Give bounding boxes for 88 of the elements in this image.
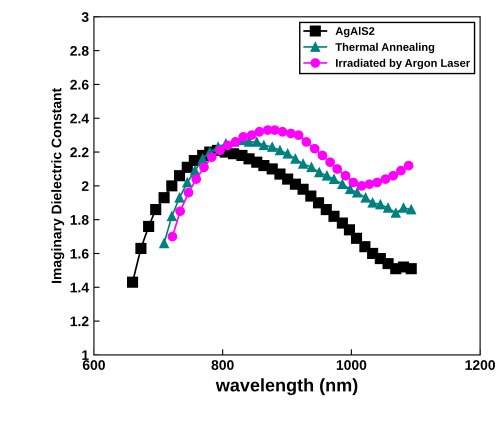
point — [396, 166, 406, 176]
point — [126, 276, 138, 288]
y-tick-label: 2.4 — [70, 114, 89, 124]
point — [338, 179, 348, 190]
point — [314, 167, 324, 178]
x-tick-label: 1000 — [336, 360, 366, 370]
point — [390, 208, 401, 218]
point — [215, 146, 225, 156]
point — [350, 232, 362, 244]
y-tick-label: 3 — [82, 12, 89, 22]
point — [286, 128, 296, 138]
point — [368, 198, 378, 208]
x-tick-label: 600 — [82, 360, 105, 370]
point — [406, 204, 416, 214]
point — [298, 159, 308, 169]
point — [332, 164, 342, 174]
point — [404, 160, 414, 170]
point — [252, 137, 262, 147]
point — [175, 206, 186, 216]
point — [318, 150, 328, 160]
point — [258, 140, 269, 150]
point — [320, 204, 332, 216]
point — [398, 202, 408, 213]
point — [325, 157, 335, 168]
point — [158, 192, 170, 204]
y-tick-label: 2 — [82, 181, 89, 191]
point — [348, 178, 358, 188]
point — [406, 263, 417, 274]
legend-label: AgAlS2 — [336, 26, 374, 38]
point — [329, 174, 339, 184]
y-tick-label: 2.8 — [70, 46, 89, 56]
y-tick-label: 1.6 — [70, 248, 89, 259]
point — [375, 200, 386, 210]
point — [282, 148, 293, 159]
point — [166, 211, 177, 222]
point — [388, 170, 398, 181]
point — [310, 144, 320, 154]
point — [345, 184, 355, 194]
point — [238, 132, 248, 142]
point — [206, 152, 217, 162]
point — [199, 162, 209, 172]
point — [356, 181, 367, 191]
point — [135, 242, 146, 254]
point — [191, 174, 202, 184]
point — [352, 188, 362, 198]
point — [278, 126, 288, 137]
point — [322, 170, 332, 181]
point — [294, 130, 304, 140]
y-tick-label: 2.6 — [70, 80, 89, 90]
point — [290, 154, 300, 164]
y-tick-label: 1 — [82, 350, 89, 360]
point — [383, 202, 393, 213]
point — [301, 137, 312, 147]
y-tick-label: 1.2 — [70, 316, 89, 326]
point — [298, 184, 309, 195]
point — [372, 178, 382, 188]
point — [143, 220, 154, 232]
y-tick-label: 1.4 — [70, 282, 89, 292]
point — [344, 224, 356, 236]
point — [340, 170, 350, 181]
x-axis-title: wavelength (nm) — [216, 378, 358, 396]
point — [150, 204, 162, 216]
legend-label: Thermal Annealing — [335, 42, 434, 54]
point — [275, 146, 285, 156]
point — [184, 188, 194, 198]
point — [270, 125, 280, 135]
y-axis-title: Imaginary Dielectric Constant — [51, 88, 64, 283]
point — [182, 178, 192, 188]
point — [306, 162, 316, 172]
point — [380, 174, 390, 184]
point — [267, 142, 278, 152]
x-tick-label: 800 — [212, 360, 234, 370]
point — [364, 179, 374, 190]
point — [168, 232, 178, 242]
point — [166, 180, 178, 192]
point — [159, 238, 169, 248]
point — [174, 192, 184, 203]
point — [174, 170, 186, 182]
point — [246, 130, 256, 140]
point — [198, 154, 208, 164]
point — [360, 192, 370, 203]
x-tick-label: 1200 — [466, 360, 495, 370]
y-tick-label: 1.8 — [70, 215, 89, 225]
point — [254, 126, 264, 137]
legend-label: Irradiated by Argon Laser — [336, 58, 470, 70]
y-tick-label: 2.2 — [70, 147, 89, 158]
point — [222, 140, 233, 150]
point — [328, 210, 340, 222]
